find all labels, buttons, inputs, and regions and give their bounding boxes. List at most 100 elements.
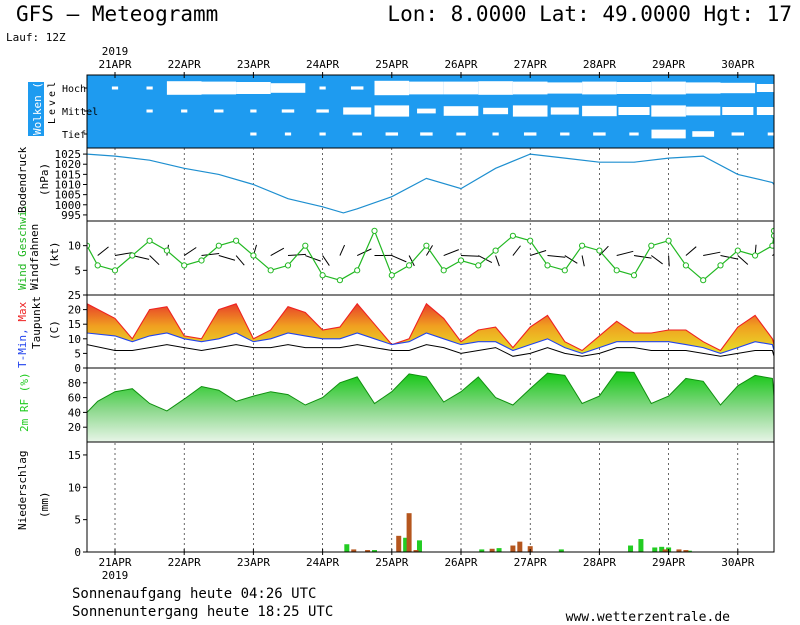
- rh-ytick-label: 60: [68, 392, 81, 405]
- cloud-gap-mittel: [618, 107, 650, 115]
- pressure-ytick-label: 1020: [55, 158, 82, 171]
- wind-speed-point: [250, 252, 257, 259]
- temp-ytick-label: 10: [68, 333, 81, 346]
- pressure-line: [87, 153, 774, 214]
- wind-speed-point: [648, 242, 655, 249]
- panel-frame: [86, 147, 775, 222]
- precip-bar: [638, 539, 644, 552]
- wind-barb: [703, 251, 721, 257]
- wind-barb: [564, 255, 578, 264]
- wind-speed-point: [111, 267, 119, 274]
- wind-barb: [339, 244, 346, 256]
- precip-ytick-label: 15: [68, 449, 81, 462]
- wind-barb: [149, 255, 160, 266]
- wind-barb: [97, 246, 109, 256]
- wind-speed-point: [752, 252, 759, 259]
- wind-speed-point: [700, 277, 707, 284]
- location-coordinates: Lon: 8.0000 Lat: 49.0000 Hgt: 17: [387, 2, 792, 26]
- cloud-gap-hoch: [720, 82, 756, 94]
- day-label-bottom: 25APR: [375, 556, 408, 569]
- sunrise-text: Sonnenaufgang heute 04:26 UTC: [72, 586, 317, 602]
- cloud-gap-mittel: [686, 106, 721, 116]
- cloud-gap-tief: [692, 131, 715, 137]
- cloud-gap-tief: [492, 132, 499, 136]
- wind-barb: [114, 252, 133, 257]
- cloud-gap-hoch: [478, 81, 513, 95]
- wind-barb: [720, 255, 738, 260]
- rh-ylabel: 2m RF (%): [18, 372, 31, 432]
- cloud-gap-tief: [420, 132, 433, 136]
- cloud-gap-hoch: [409, 81, 444, 95]
- wind-speed-point: [769, 242, 774, 249]
- precip-bar: [479, 549, 485, 552]
- cloud-gap-hoch: [616, 82, 652, 94]
- pressure-ytick-label: 1010: [55, 179, 82, 192]
- wind-speed-point: [336, 277, 343, 284]
- wind-speed-point: [181, 262, 188, 269]
- model-run-label: Lauf: 12Z: [6, 31, 66, 44]
- wind-speed-point: [423, 242, 430, 249]
- wind-ytick-label: 5: [74, 264, 81, 277]
- cloud-gap-mittel: [250, 109, 257, 113]
- temp-legend: T-Min, Max: [16, 301, 29, 368]
- cloud-gap-hoch: [685, 82, 721, 94]
- wind-speed-point: [440, 267, 447, 274]
- cloud-gap-mittel: [550, 107, 579, 115]
- cloud-gap-tief: [593, 132, 606, 136]
- cloud-gap-hoch: [166, 81, 202, 95]
- temp-legend-min: T-Min,: [16, 328, 29, 368]
- day-label-bottom: 30APR: [721, 556, 754, 569]
- precip-ytick-label: 0: [74, 546, 81, 559]
- precip-bar: [683, 550, 689, 552]
- day-label-top: 22APR: [168, 58, 201, 71]
- precip-bar: [676, 549, 682, 552]
- day-label-top: 29APR: [652, 58, 685, 71]
- temp-ytick-label: 25: [68, 289, 81, 302]
- wind-speed-point: [544, 262, 551, 269]
- wind-unit: (kt): [48, 242, 61, 269]
- cloud-gap-tief: [284, 132, 292, 136]
- cloud-gap-hoch: [270, 83, 306, 93]
- cloud-gap-tief: [767, 132, 774, 136]
- wind-barb: [685, 246, 697, 256]
- cloud-ylabel-bg: [28, 82, 44, 136]
- wind-speed-point: [284, 262, 292, 269]
- wind-barb: [356, 248, 372, 256]
- cloud-gap-mittel: [343, 107, 372, 115]
- cloud-gap-mittel: [582, 105, 617, 117]
- cloud-gap-hoch: [774, 84, 800, 91]
- precip-bar: [558, 549, 564, 552]
- page-title: GFS – Meteogramm: [16, 2, 219, 26]
- wind-barb: [443, 249, 459, 256]
- cloud-gap-mittel: [774, 107, 800, 114]
- wind-speed-point: [319, 272, 326, 279]
- temp-ylabel: Taupunkt: [30, 296, 43, 349]
- wind-speed-point: [613, 267, 620, 274]
- wind-barb: [547, 255, 566, 258]
- temp-min-line: [87, 332, 774, 354]
- precip-bar: [372, 550, 377, 552]
- day-label-top: 28APR: [583, 58, 616, 71]
- pressure-ytick-label: 1005: [55, 189, 82, 202]
- wind-barb: [183, 247, 197, 256]
- wind-speed-point: [665, 237, 672, 244]
- precip-bar: [777, 547, 782, 552]
- wind-ylabel: Wind Geschwi.: [16, 204, 29, 290]
- wind-speed-point: [492, 247, 499, 254]
- cloud-gap-mittel: [374, 105, 410, 117]
- day-label-top: 25APR: [375, 58, 408, 71]
- cloud-gap-mittel: [651, 105, 686, 117]
- wind-speed-point: [630, 272, 638, 279]
- precip-bar: [416, 540, 422, 552]
- precip-ylabel: Niederschlag: [16, 451, 29, 530]
- wind-barb: [322, 255, 330, 266]
- wind-speed-point: [734, 247, 741, 254]
- temp-ytick-label: 0: [74, 362, 81, 375]
- cloud-level-axis-label: Level: [47, 79, 58, 124]
- cloud-gap-mittel: [281, 109, 295, 113]
- wind-speed-point: [596, 247, 603, 254]
- cloud-gap-hoch: [201, 81, 237, 95]
- precip-bar: [406, 513, 412, 552]
- day-label-top: 30APR: [721, 58, 754, 71]
